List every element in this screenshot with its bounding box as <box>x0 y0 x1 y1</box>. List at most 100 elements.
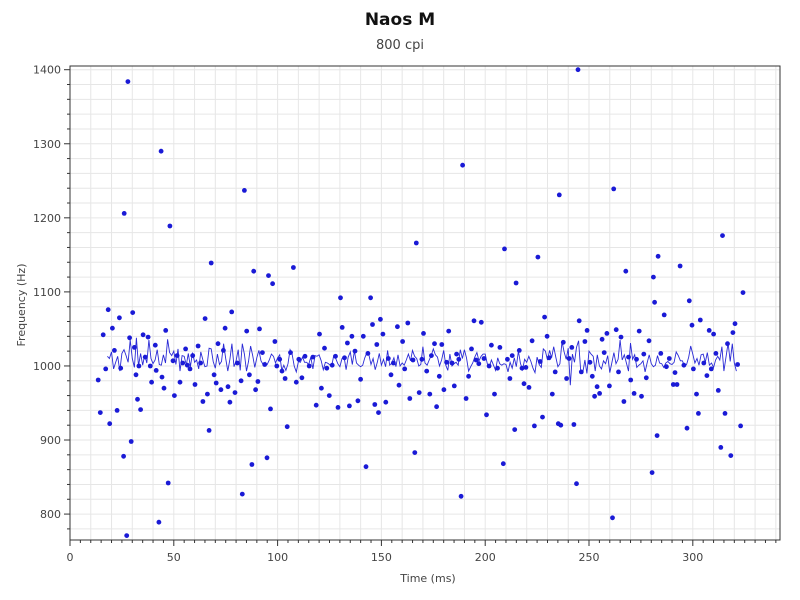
data-point <box>335 405 341 410</box>
data-point <box>711 331 716 337</box>
data-point <box>674 382 680 387</box>
data-point <box>396 382 402 388</box>
data-point <box>677 263 683 269</box>
data-point <box>238 378 244 384</box>
data-point <box>722 411 728 416</box>
data-point <box>167 223 173 229</box>
data-point <box>222 325 228 331</box>
data-point <box>365 351 371 356</box>
data-point <box>242 188 247 193</box>
data-point <box>589 373 595 379</box>
data-point <box>380 331 386 337</box>
data-point <box>107 421 113 427</box>
data-point <box>338 295 343 301</box>
data-point <box>628 377 634 383</box>
data-point <box>319 385 324 391</box>
data-point <box>195 343 201 349</box>
data-point <box>649 470 655 475</box>
data-point <box>158 148 164 154</box>
data-point <box>738 423 743 429</box>
data-point <box>502 246 507 252</box>
data-point <box>641 351 647 357</box>
data-point <box>180 360 186 366</box>
data-point <box>575 67 581 73</box>
data-point <box>391 360 396 366</box>
data-point <box>713 351 719 356</box>
data-point <box>205 391 210 397</box>
data-point <box>439 342 445 347</box>
data-point <box>454 351 459 357</box>
data-point <box>507 376 513 381</box>
data-point <box>576 318 582 324</box>
data-point <box>270 281 275 287</box>
data-point <box>405 320 411 326</box>
data-point <box>446 328 452 334</box>
data-point <box>519 365 525 371</box>
data-point <box>466 373 471 379</box>
data-point <box>664 364 669 370</box>
data-point <box>670 382 676 387</box>
data-point <box>715 388 721 393</box>
data-point <box>631 391 637 396</box>
data-point <box>97 410 103 415</box>
data-point <box>291 265 296 270</box>
data-point <box>140 332 146 338</box>
data-point <box>198 360 204 366</box>
data-point <box>229 309 235 315</box>
data-point <box>704 373 710 378</box>
data-point <box>255 379 261 384</box>
data-point <box>495 365 500 371</box>
data-point <box>708 366 714 372</box>
data-point <box>152 342 158 348</box>
data-point <box>728 453 734 458</box>
data-point <box>136 363 142 369</box>
data-point <box>135 396 140 402</box>
data-point <box>117 315 122 321</box>
y-tick-label: 900 <box>40 434 61 447</box>
y-tick-label: 800 <box>40 508 61 521</box>
data-point <box>279 368 285 374</box>
data-point <box>413 240 419 246</box>
data-point <box>103 366 109 372</box>
data-point <box>652 299 657 305</box>
data-point <box>192 382 198 387</box>
data-point <box>225 384 231 390</box>
running-average-layer <box>107 337 737 386</box>
data-point <box>594 384 600 390</box>
data-point <box>138 407 144 412</box>
data-point <box>604 331 610 336</box>
data-point <box>623 268 629 274</box>
data-point <box>251 268 257 274</box>
y-tick-label: 1400 <box>33 64 61 77</box>
data-point <box>95 377 101 383</box>
data-point <box>329 362 335 368</box>
tick-labels: 0 50 100 150 200 250 300 800 900 1000 1100 1200 1300… <box>33 64 703 564</box>
data-point <box>505 356 510 362</box>
y-tick-label: 1000 <box>33 360 61 373</box>
data-point <box>368 295 373 301</box>
data-point <box>478 319 484 325</box>
data-point <box>239 491 245 497</box>
data-point <box>694 391 699 397</box>
data-point <box>424 368 430 374</box>
data-point <box>696 411 701 416</box>
data-point <box>174 353 180 358</box>
data-point <box>172 393 177 398</box>
data-point <box>471 318 477 324</box>
data-point <box>569 345 575 350</box>
data-point <box>429 353 434 358</box>
data-points-layer <box>95 67 746 538</box>
data-point <box>352 348 358 354</box>
data-point <box>626 354 631 360</box>
data-point <box>268 406 273 412</box>
data-point <box>153 368 159 373</box>
data-point <box>444 359 449 365</box>
chart-title: Naos M <box>364 10 436 30</box>
x-tick-label: 200 <box>475 551 496 564</box>
data-point <box>388 372 394 378</box>
data-point <box>370 322 375 327</box>
data-point <box>654 433 660 438</box>
data-point <box>542 314 547 320</box>
data-point <box>156 519 162 525</box>
